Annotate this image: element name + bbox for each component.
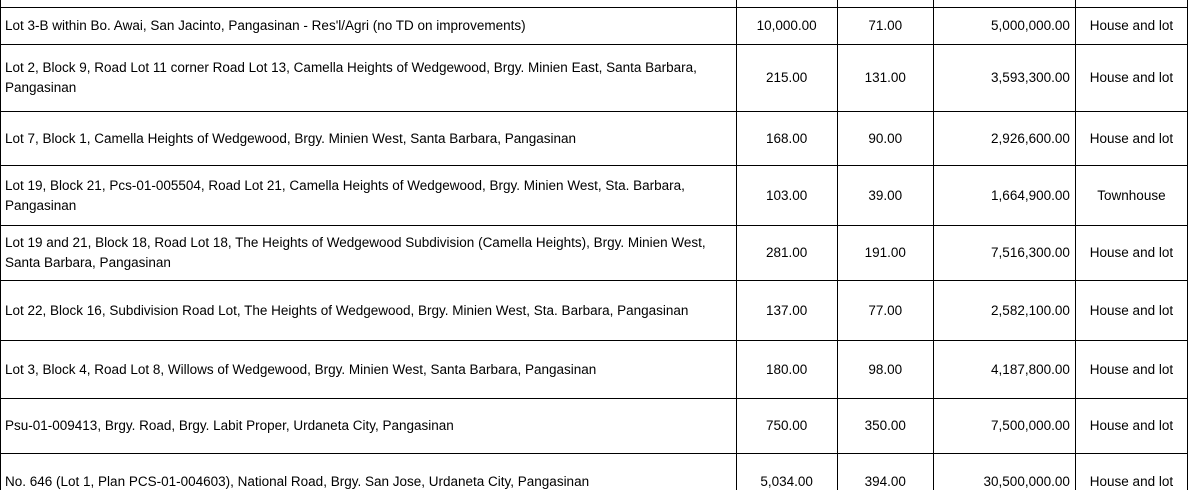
cell-land-area: 180.00: [735, 340, 838, 399]
cell-empty: [836, 0, 934, 8]
cell-description: Lot 19 and 21, Block 18, Road Lot 18, Th…: [0, 225, 737, 281]
cell-property-type: House and lot: [1074, 111, 1189, 166]
table-row: Lot 7, Block 1, Camella Heights of Wedge…: [0, 111, 1189, 166]
cell-price: 7,500,000.00: [932, 398, 1076, 454]
cell-property-type: House and lot: [1074, 280, 1189, 341]
cell-price: 5,000,000.00: [932, 7, 1076, 45]
cell-property-type: Townhouse: [1074, 165, 1189, 226]
cell-floor-area: 350.00: [836, 398, 934, 454]
table-row: Lot 19 and 21, Block 18, Road Lot 18, Th…: [0, 225, 1189, 281]
cell-land-area: 10,000.00: [735, 7, 838, 45]
cell-price: 2,582,100.00: [932, 280, 1076, 341]
cell-empty: [1074, 0, 1189, 8]
cell-description: Lot 22, Block 16, Subdivision Road Lot, …: [0, 280, 737, 341]
cell-description: No. 646 (Lot 1, Plan PCS-01-004603), Nat…: [0, 453, 737, 490]
cell-description: Lot 3-B within Bo. Awai, San Jacinto, Pa…: [0, 7, 737, 45]
cell-description: Psu-01-009413, Brgy. Road, Brgy. Labit P…: [0, 398, 737, 454]
cell-price: 30,500,000.00: [932, 453, 1076, 490]
cell-floor-area: 394.00: [836, 453, 934, 490]
cell-land-area: 103.00: [735, 165, 838, 226]
cell-floor-area: 71.00: [836, 7, 934, 45]
cell-floor-area: 98.00: [836, 340, 934, 399]
table-row: Lot 19, Block 21, Pcs-01-005504, Road Lo…: [0, 165, 1189, 226]
cell-property-type: House and lot: [1074, 398, 1189, 454]
cell-description: Lot 3, Block 4, Road Lot 8, Willows of W…: [0, 340, 737, 399]
cell-land-area: 168.00: [735, 111, 838, 166]
cell-empty: [932, 0, 1076, 8]
cell-land-area: 215.00: [735, 44, 838, 112]
cell-floor-area: 131.00: [836, 44, 934, 112]
cell-property-type: House and lot: [1074, 7, 1189, 45]
cell-floor-area: 90.00: [836, 111, 934, 166]
cell-land-area: 137.00: [735, 280, 838, 341]
cell-floor-area: 39.00: [836, 165, 934, 226]
cell-empty: [0, 0, 737, 8]
cell-price: 4,187,800.00: [932, 340, 1076, 399]
table-row: Lot 2, Block 9, Road Lot 11 corner Road …: [0, 44, 1189, 112]
cell-property-type: House and lot: [1074, 340, 1189, 399]
cell-price: 7,516,300.00: [932, 225, 1076, 281]
table-row: Lot 22, Block 16, Subdivision Road Lot, …: [0, 280, 1189, 341]
table-body: Lot 3-B within Bo. Awai, San Jacinto, Pa…: [0, 7, 1189, 490]
cell-land-area: 5,034.00: [735, 453, 838, 490]
cell-description: Lot 19, Block 21, Pcs-01-005504, Road Lo…: [0, 165, 737, 226]
cell-empty: [735, 0, 838, 8]
cell-property-type: House and lot: [1074, 453, 1189, 490]
table-row: Psu-01-009413, Brgy. Road, Brgy. Labit P…: [0, 398, 1189, 454]
cell-price: 3,593,300.00: [932, 44, 1076, 112]
cell-floor-area: 77.00: [836, 280, 934, 341]
table-row: Lot 3-B within Bo. Awai, San Jacinto, Pa…: [0, 7, 1189, 45]
cell-property-type: House and lot: [1074, 225, 1189, 281]
table-row: Lot 3, Block 4, Road Lot 8, Willows of W…: [0, 340, 1189, 399]
cell-price: 2,926,600.00: [932, 111, 1076, 166]
cell-description: Lot 7, Block 1, Camella Heights of Wedge…: [0, 111, 737, 166]
cell-description: Lot 2, Block 9, Road Lot 11 corner Road …: [0, 44, 737, 112]
cell-property-type: House and lot: [1074, 44, 1189, 112]
cell-land-area: 750.00: [735, 398, 838, 454]
cell-floor-area: 191.00: [836, 225, 934, 281]
partial-row-top: [0, 0, 1189, 8]
cell-price: 1,664,900.00: [932, 165, 1076, 226]
table-row-partial: [0, 0, 1189, 8]
table-row: No. 646 (Lot 1, Plan PCS-01-004603), Nat…: [0, 453, 1189, 490]
cell-land-area: 281.00: [735, 225, 838, 281]
